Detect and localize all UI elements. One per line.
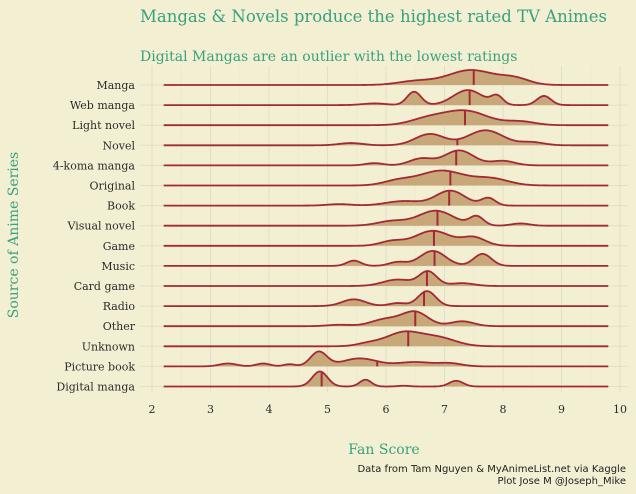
- ridge-outline: [163, 209, 609, 227]
- ridge-outline: [163, 89, 609, 106]
- ridge-outline: [163, 189, 609, 207]
- y-axis-title: Source of Anime Series: [6, 152, 22, 319]
- ridge-novel: [163, 129, 609, 147]
- y-tick-label: Visual novel: [66, 220, 135, 233]
- ridge-manga: [163, 69, 609, 86]
- ridge-outline: [163, 169, 609, 187]
- y-tick-label: Picture book: [64, 360, 135, 373]
- y-tick-label: Card game: [74, 280, 135, 293]
- ridge-series: [163, 69, 609, 388]
- y-tick-label: Other: [103, 320, 136, 333]
- x-tick-label: 4: [266, 403, 273, 416]
- ridge-visual-novel: [163, 209, 609, 227]
- ridge-outline: [163, 249, 609, 267]
- ridge-digital-manga: [163, 370, 609, 388]
- x-tick-label: 7: [441, 403, 448, 416]
- ridge-outline: [163, 330, 609, 348]
- ridge-book: [163, 189, 609, 207]
- y-tick-label: Radio: [103, 300, 136, 313]
- ridge-outline: [163, 129, 609, 147]
- ridge-area: [163, 70, 609, 85]
- ridge-outline: [163, 229, 609, 247]
- ridge-outline: [163, 310, 609, 328]
- ridge-area: [163, 210, 609, 226]
- ridge-outline: [163, 270, 609, 287]
- ridge-light-novel: [163, 109, 609, 127]
- ridge-area: [163, 331, 609, 347]
- ridge-outline: [163, 69, 609, 86]
- y-tick-label: Unknown: [82, 340, 135, 353]
- ridge-area: [163, 230, 609, 246]
- ridge-area: [163, 271, 609, 286]
- y-tick-label: Original: [89, 180, 135, 193]
- ridge-4-koma-manga: [163, 149, 609, 167]
- ridge-area: [163, 110, 609, 126]
- chart-title: Mangas & Novels produce the highest rate…: [140, 7, 607, 26]
- ridge-outline: [163, 350, 609, 368]
- y-tick-label: Web manga: [70, 99, 136, 112]
- y-tick-labels: Manga Web manga Light novel Novel 4-koma man…: [53, 79, 136, 394]
- ridge-outline: [163, 370, 609, 388]
- x-tick-labels: 2 3 4 5 6 7 8 9 10: [149, 403, 628, 416]
- ridge-other: [163, 310, 609, 328]
- ridge-outline: [163, 290, 609, 307]
- caption-author: Plot Jose M @Joseph_Mike: [497, 476, 626, 487]
- y-tick-label: Music: [101, 260, 135, 273]
- y-tick-label: Book: [107, 200, 135, 213]
- y-tick-label: Novel: [103, 139, 136, 152]
- ridge-radio: [163, 290, 609, 307]
- ridge-area: [163, 90, 609, 106]
- ridge-outline: [163, 109, 609, 127]
- y-tick-label: Light novel: [72, 119, 135, 132]
- x-tick-label: 10: [613, 403, 627, 416]
- x-tick-label: 2: [149, 403, 156, 416]
- x-tick-label: 5: [324, 403, 331, 416]
- y-tick-label: Digital manga: [56, 381, 135, 394]
- ridge-web-manga: [163, 89, 609, 106]
- ridge-area: [163, 170, 609, 186]
- x-tick-label: 8: [500, 403, 507, 416]
- y-tick-label: Game: [103, 240, 135, 253]
- ridge-music: [163, 249, 609, 267]
- y-tick-label: 4-koma manga: [53, 159, 136, 172]
- ridge-original: [163, 169, 609, 187]
- caption-source: Data from Tam Nguyen & MyAnimeList.net v…: [357, 464, 626, 475]
- y-tick-label: Manga: [96, 79, 135, 92]
- ridge-card-game: [163, 270, 609, 287]
- chart-subtitle: Digital Mangas are an outlier with the l…: [140, 49, 517, 65]
- x-axis-title: Fan Score: [348, 442, 419, 458]
- x-tick-label: 6: [383, 403, 390, 416]
- x-tick-label: 9: [558, 403, 565, 416]
- ridge-game: [163, 229, 609, 247]
- x-tick-label: 3: [207, 403, 214, 416]
- ridge-outline: [163, 149, 609, 167]
- ridge-unknown: [163, 330, 609, 348]
- ridge-picture-book: [163, 350, 609, 368]
